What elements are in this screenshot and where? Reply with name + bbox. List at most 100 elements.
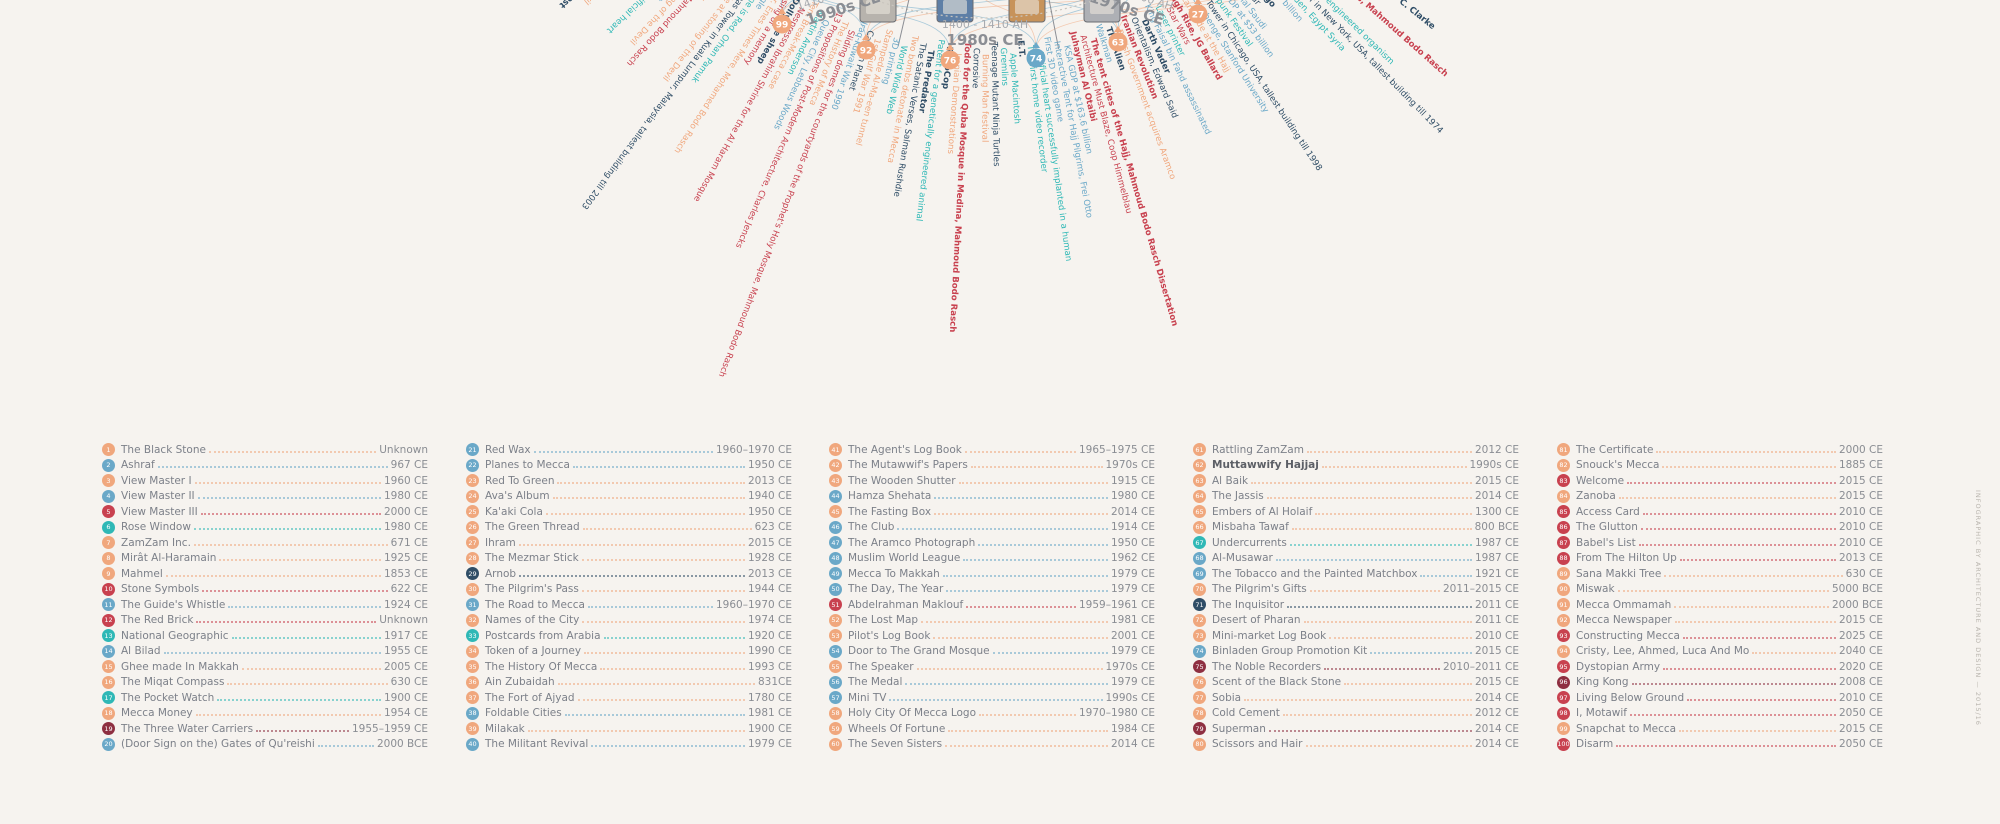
legend-column: 21 Red Wax 1960–1970 CE 22 Planes to Mecca 19… [466,442,792,752]
legend-title: King Kong [1576,676,1629,689]
legend-title: Mini TV [848,691,887,704]
legend-title: Undercurrents [1212,536,1287,549]
legend-item: 55 The Speaker 1970s CE [829,659,1155,675]
legend-item: 97 Living Below Ground 2010 CE [1557,690,1883,706]
legend-item: 58 Holy City Of Mecca Logo 1970–1980 CE [829,706,1155,722]
legend-item: 47 The Aramco Photograph 1950 CE [829,535,1155,551]
legend-item: 14 Al Bilad 1955 CE [102,644,428,660]
legend-date: 2000 CE [1838,443,1883,456]
legend-title: Miswak [1576,583,1615,596]
legend-number-badge: 36 [466,675,479,689]
legend-title: The Speaker [848,660,914,673]
legend-date: 1780 CE [747,691,792,704]
legend-item: 38 Foldable Cities 1981 CE [466,706,792,722]
legend-date: 2013 CE [1838,552,1883,565]
legend-item: 52 The Lost Map 1981 CE [829,613,1155,629]
legend-date: 1980 CE [383,490,428,503]
legend-number-badge: 93 [1557,629,1570,643]
event-label: Teenage Mutant Ninja Turtles [989,41,1001,167]
legend-date: 1990s CE [1469,459,1520,472]
legend-leader-dots [1251,481,1472,484]
badge-pin [946,44,954,50]
legend-item: 59 Wheels Of Fortune 1984 CE [829,721,1155,737]
legend-leader-dots [889,698,1103,701]
legend-leader-dots [228,605,381,608]
legend-number-badge: 94 [1557,644,1570,658]
legend-item: 54 Door to The Grand Mosque 1979 CE [829,644,1155,660]
legend-date: 1979 CE [1110,645,1155,658]
legend-item: 7 ZamZam Inc. 671 CE [102,535,428,551]
legend-item: 98 I, Motawif 2050 CE [1557,706,1883,722]
legend-leader-dots [1370,652,1472,655]
legend-date: 2014 CE [1474,722,1519,735]
legend-number-badge: 28 [466,551,479,565]
legend-title: Door to The Grand Mosque [848,645,990,658]
legend-number-badge: 73 [1193,629,1206,643]
legend-leader-dots [1630,714,1836,717]
legend-title: Mecca Money [121,707,193,720]
legend-leader-dots [948,729,1108,732]
legend-number-badge: 100 [1557,737,1570,751]
legend-number-badge: 59 [829,722,842,736]
legend-number-badge: 37 [466,691,479,705]
connection-curve [1117,0,1177,35]
legend-item: 73 Mini-market Log Book 2010 CE [1193,628,1519,644]
object-icons [859,0,1121,23]
legend-leader-dots [1291,528,1472,531]
legend-title: Milakak [485,722,525,735]
legend-item: 28 The Mezmar Stick 1928 CE [466,551,792,567]
legend-leader-dots [591,745,745,748]
legend-item: 100 Disarm 2050 CE [1557,737,1883,753]
legend-leader-dots [934,512,1108,515]
legend-date: 2014 CE [1474,490,1519,503]
connection-curve [1035,0,1112,51]
legend-date: 5000 BCE [1831,583,1883,596]
legend-leader-dots [1287,605,1472,608]
legend-leader-dots [1306,450,1472,453]
legend-date: 2050 CE [1838,707,1883,720]
legend-date: 623 CE [754,521,792,534]
legend-leader-dots [1344,683,1472,686]
legend-number-badge: 18 [102,706,115,720]
legend-item: 70 The Pilgrim's Gifts 2011–2015 CE [1193,582,1519,598]
legend-number-badge: 41 [829,443,842,457]
legend-item: 45 The Fasting Box 2014 CE [829,504,1155,520]
legend-leader-dots [557,481,745,484]
legend-item: 1 The Black Stone Unknown [102,442,428,458]
legend-leader-dots [197,497,381,500]
legend-leader-dots [163,652,381,655]
legend-title: The Guide's Whistle [121,598,226,611]
legend-leader-dots [200,512,381,515]
legend-title: The Mutawwif's Papers [848,459,968,472]
legend-number-badge: 90 [1557,582,1570,596]
legend-date: 1980 CE [1110,490,1155,503]
legend-title: Living Below Ground [1576,691,1685,704]
legend-leader-dots [1627,481,1836,484]
legend-number-badge: 19 [102,722,115,736]
legend-leader-dots [581,590,745,593]
legend-number-badge: 1 [102,443,115,457]
legend-number-badge: 47 [829,536,842,550]
legend-number-badge: 11 [102,598,115,612]
legend-title: Disarm [1576,738,1614,751]
legend-number-badge: 64 [1193,489,1206,503]
legend-title: Cristy, Lee, Ahmed, Luca And Mo [1576,645,1750,658]
event-label: Burning Man festival [979,54,989,142]
legend-item: 3 View Master I 1960 CE [102,473,428,489]
legend-leader-dots [933,636,1108,639]
legend-date: Unknown [379,614,428,627]
legend-item: 49 Mecca To Makkah 1979 CE [829,566,1155,582]
legend-item: 88 From The Hilton Up 2013 CE [1557,551,1883,567]
legend-date: 1974 CE [747,614,792,627]
legend-title: Babel's List [1576,536,1636,549]
object-badge [1026,48,1046,68]
legend-title: Zanoba [1576,490,1616,503]
legend-date: 2014 CE [1474,691,1519,704]
legend-title: Desert of Pharan [1212,614,1301,627]
legend-date: 1981 CE [1110,614,1155,627]
legend-date: 1960 CE [383,474,428,487]
legend-number-badge: 8 [102,551,115,565]
legend-title: Ava's Album [485,490,550,503]
legend-title: The Pocket Watch [121,691,215,704]
